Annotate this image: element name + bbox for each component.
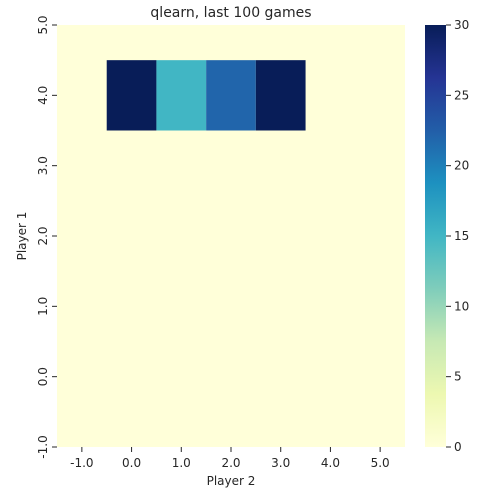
x-tick-label: 4.0 <box>321 456 340 470</box>
x-tick-label: 1.0 <box>172 456 191 470</box>
chart-title: qlearn, last 100 games <box>150 5 311 21</box>
y-tick-label: 0.0 <box>36 367 50 386</box>
colorbar-tick-label: 0 <box>454 440 462 454</box>
x-tick-label: 5.0 <box>371 456 390 470</box>
colorbar-tick-label: 10 <box>454 299 469 313</box>
x-axis-ticks: -1.0 0.0 1.0 2.0 3.0 4.0 5.0 <box>70 447 390 470</box>
y-tick-label: 3.0 <box>36 156 50 175</box>
colorbar-tick-label: 20 <box>454 159 469 173</box>
colorbar-tick-label: 25 <box>454 88 469 102</box>
y-tick-label: 4.0 <box>36 86 50 105</box>
y-tick-label: 2.0 <box>36 226 50 245</box>
heatmap-cell <box>255 60 306 131</box>
y-tick-label: 1.0 <box>36 297 50 316</box>
x-axis-label: Player 2 <box>207 474 256 488</box>
colorbar-tick-label: 5 <box>454 370 462 384</box>
heatmap-cell <box>206 60 256 131</box>
heatmap-cell <box>156 60 207 131</box>
heatmap-cell <box>106 60 157 131</box>
colorbar-ticks: 0 5 10 15 20 25 30 <box>446 18 469 454</box>
y-tick-label: -1.0 <box>36 435 50 458</box>
x-tick-label: 2.0 <box>221 456 240 470</box>
y-tick-label: 5.0 <box>36 15 50 34</box>
y-axis-ticks: -1.0 0.0 1.0 2.0 3.0 4.0 5.0 <box>36 15 57 459</box>
x-tick-label: -1.0 <box>70 456 93 470</box>
heatmap-cells <box>106 60 306 131</box>
colorbar <box>425 25 446 447</box>
x-tick-label: 0.0 <box>122 456 141 470</box>
colorbar-tick-label: 15 <box>454 229 469 243</box>
colorbar-tick-label: 30 <box>454 18 469 32</box>
y-axis-label: Player 1 <box>15 212 29 261</box>
x-tick-label: 3.0 <box>271 456 290 470</box>
